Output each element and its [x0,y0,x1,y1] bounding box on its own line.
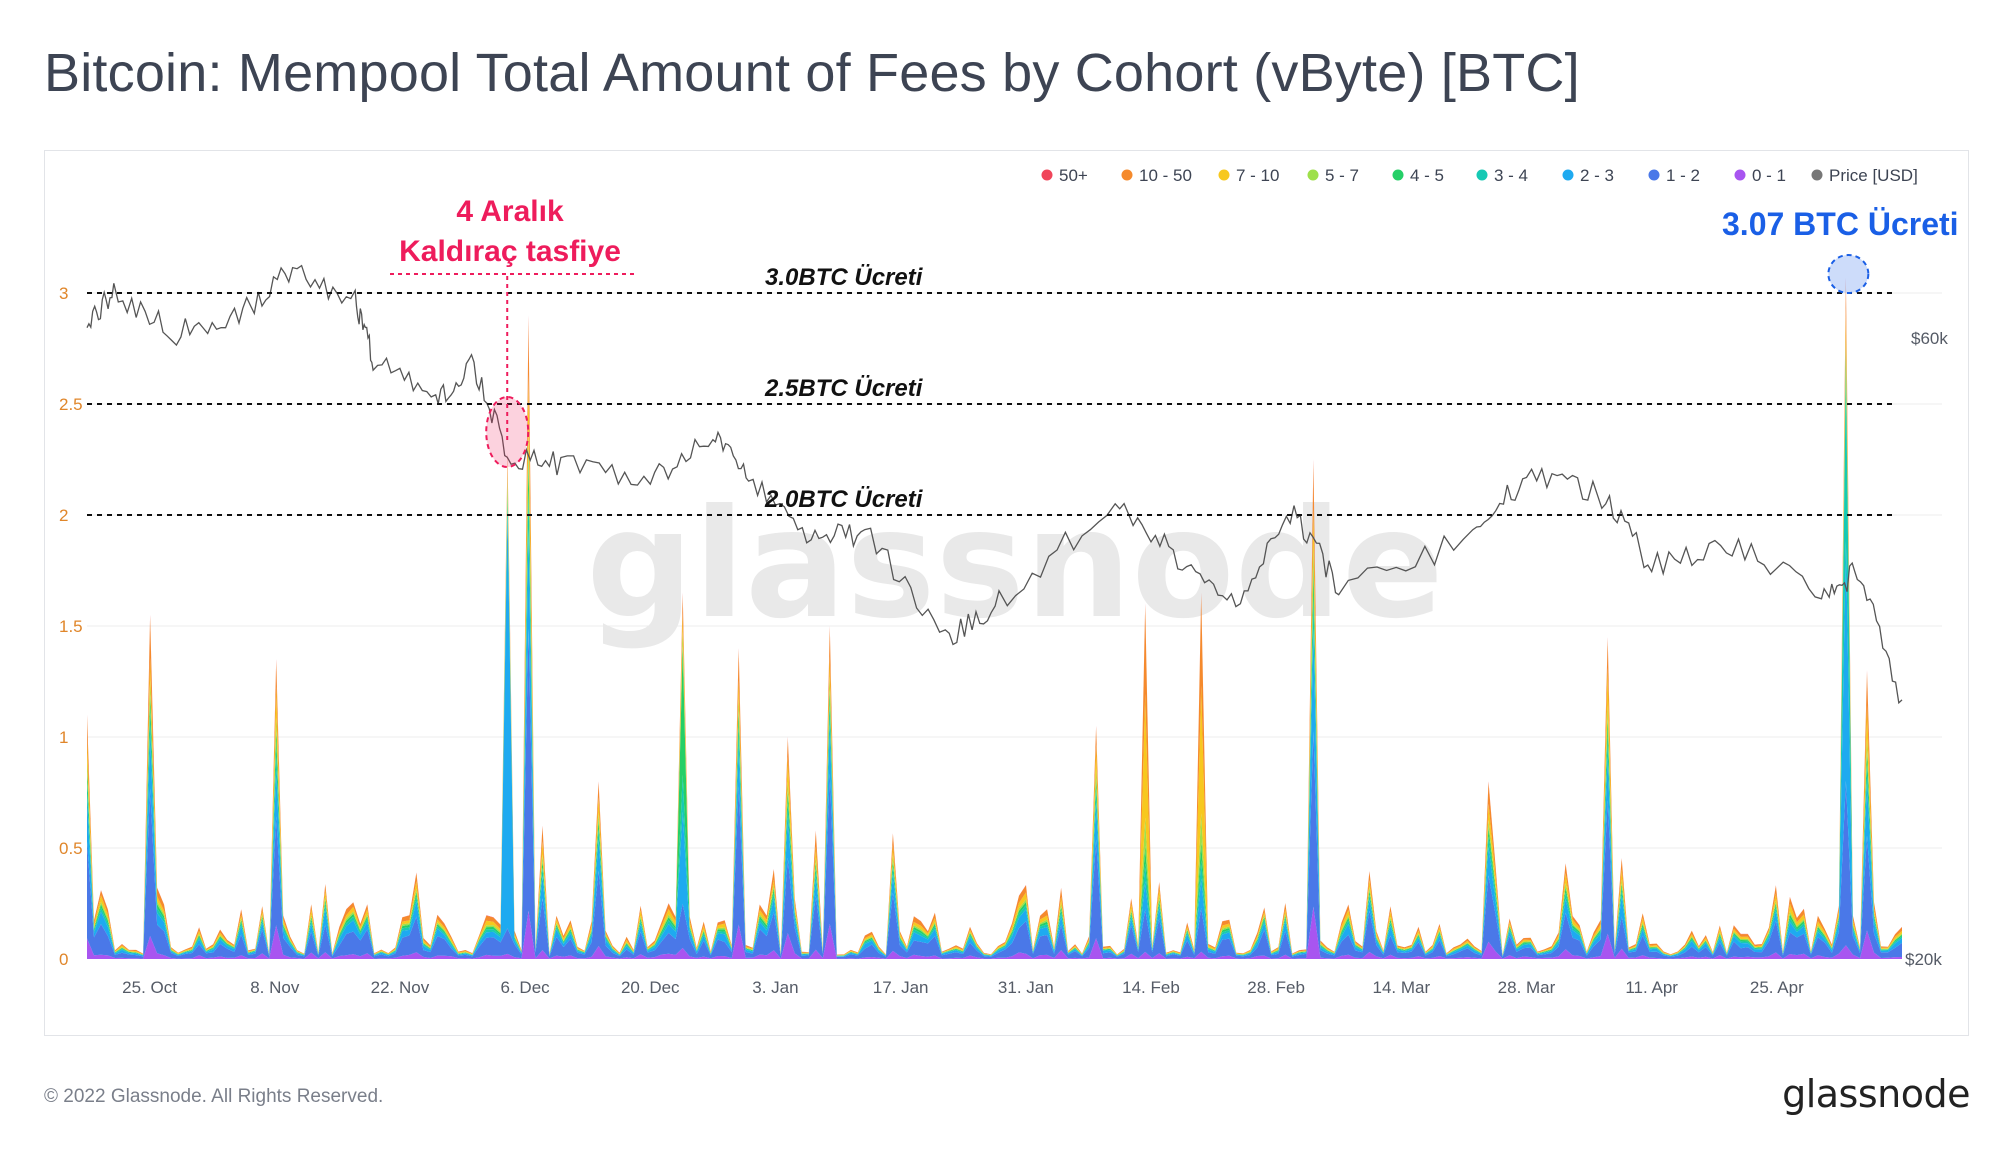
legend-label: 5 - 7 [1325,166,1359,185]
legend-swatch [1476,169,1488,181]
watermark: glassnode [586,478,1444,652]
grid-lines [87,292,1942,849]
legend-swatch [1811,169,1823,181]
reference-line-label: 3.0BTC Ücreti [765,264,924,291]
legend-label: 2 - 3 [1580,166,1614,185]
peak-annotation: 3.07 BTC Ücreti [1722,206,1959,242]
reference-lines: 3.0BTC Ücreti 2.5BTC Ücreti 2.0BTC Ücreti [87,264,1895,516]
x-tick-label: 17. Jan [873,978,929,997]
y-axis-left: 0 0.5 1 1.5 2 2.5 3 [59,284,83,969]
peak-circle [1827,254,1870,294]
x-tick-label: 25. Apr [1750,978,1804,997]
x-axis: 25. Oct 8. Nov 22. Nov 6. Dec 20. Dec 3. Jan 1… [122,978,1804,997]
legend-swatch [1392,169,1404,181]
legend-label: 1 - 2 [1666,166,1700,185]
x-tick-label: 31. Jan [998,978,1054,997]
legend-swatch [1648,169,1660,181]
legend-swatch [1562,169,1574,181]
y-right-tick-label: $60k [1911,329,1948,348]
y-tick-label: 2 [59,506,68,525]
legend-swatch [1121,169,1133,181]
chart-svg: glassnode 3.0BTC Ücreti 2.5BTC Ücreti 2.0B… [59,166,1948,997]
price-line [86,264,1903,705]
x-tick-label: 22. Nov [371,978,430,997]
liquidation-annotation: 4 Aralık Kaldıraç tasfiye [365,192,655,272]
legend-label: 0 - 1 [1752,166,1786,185]
y-axis-right: $60k $20k [1905,329,1948,969]
liquidation-ellipse [485,396,530,468]
legend-swatch [1307,169,1319,181]
reference-line-label: 2.0BTC Ücreti [764,486,924,513]
legend: 50+ 10 - 50 7 - 10 5 - 7 4 - 5 3 - 4 2 - 3 1 - … [1041,166,1918,185]
x-tick-label: 14. Feb [1122,978,1180,997]
page-title: Bitcoin: Mempool Total Amount of Fees by… [44,43,1580,103]
x-tick-label: 8. Nov [250,978,300,997]
y-tick-label: 2.5 [59,395,83,414]
glassnode-logo: glassnode [1782,1072,1970,1116]
liquidation-label-line1: 4 Aralık [456,195,564,228]
y-tick-label: 3 [59,284,68,303]
fee-area-4-5 [87,349,1902,956]
y-tick-label: 1 [59,728,68,747]
annotation-markers [390,254,1870,468]
x-tick-label: 28. Mar [1498,978,1556,997]
x-tick-label: 25. Oct [122,978,177,997]
fee-area-1-2 [87,628,1902,959]
chart-container: glassnode 3.0BTC Ücreti 2.5BTC Ücreti 2.0B… [44,150,1969,1036]
copyright-text: © 2022 Glassnode. All Rights Reserved. [44,1086,384,1107]
x-tick-label: 3. Jan [752,978,798,997]
legend-label: 4 - 5 [1410,166,1444,185]
legend-label: 50+ [1059,166,1088,185]
legend-label: 3 - 4 [1494,166,1528,185]
legend-swatch [1218,169,1230,181]
x-tick-label: 28. Feb [1247,978,1305,997]
x-tick-label: 14. Mar [1372,978,1430,997]
y-right-tick-label: $20k [1905,950,1942,969]
legend-label: 10 - 50 [1139,166,1192,185]
x-tick-label: 11. Apr [1625,978,1678,997]
legend-label: 7 - 10 [1236,166,1279,185]
legend-swatch [1041,169,1053,181]
y-tick-label: 0.5 [59,839,83,858]
fee-area-3-4 [87,369,1902,957]
liquidation-label-line2: Kaldıraç tasfiye [399,235,621,268]
y-tick-label: 1.5 [59,617,83,636]
price-line-group [86,264,1903,705]
legend-label: Price [USD] [1829,166,1918,185]
legend-swatch [1734,169,1746,181]
x-tick-label: 20. Dec [621,978,680,997]
y-tick-label: 0 [59,950,68,969]
x-tick-label: 6. Dec [501,978,551,997]
reference-line-label: 2.5BTC Ücreti [764,375,924,402]
